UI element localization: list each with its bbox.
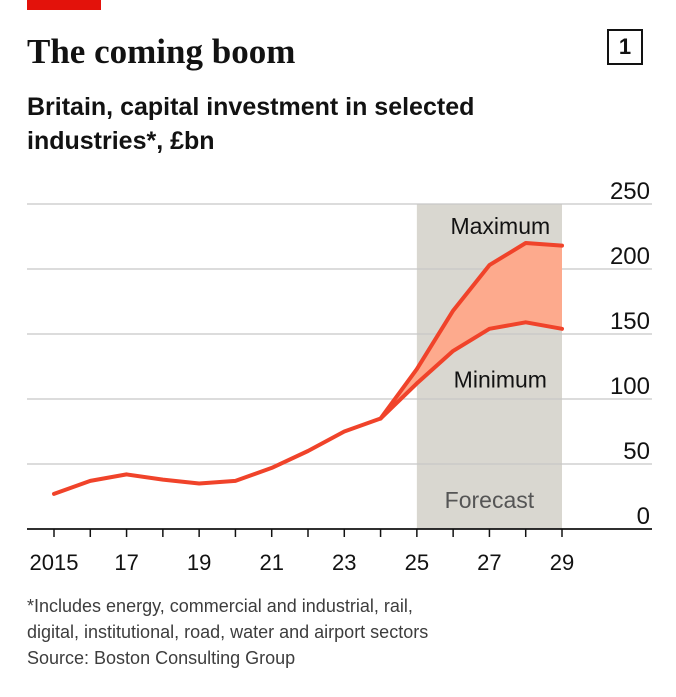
annotations: Maximum Minimum Forecast xyxy=(445,213,550,513)
y-axis-tick-labels: 0 50 100 150 200 250 xyxy=(610,178,650,530)
line-chart: 2015 17 19 21 23 25 27 29 0 50 100 150 200 250 Maxim… xyxy=(27,178,652,575)
accent-bar xyxy=(27,0,101,10)
y-tick-label-100: 100 xyxy=(610,373,650,400)
gridlines xyxy=(27,203,652,465)
x-tick-label-2025: 25 xyxy=(405,550,429,575)
x-tick-label-2027: 27 xyxy=(477,550,501,575)
x-tick-label-2021: 21 xyxy=(259,550,283,575)
y-tick-label-50: 50 xyxy=(623,438,650,465)
chart-number-badge: 1 xyxy=(607,29,643,65)
footnote-sectors: *Includes energy, commercial and industr… xyxy=(27,596,413,616)
chart-subtitle: Britain, capital investment in selected … xyxy=(27,93,475,155)
series-line-maximum xyxy=(378,241,564,421)
series-line-minimum xyxy=(378,320,564,421)
y-tick-label-250: 250 xyxy=(610,178,650,205)
x-tick-label-2017: 17 xyxy=(114,550,138,575)
source-note: Source: Boston Consulting Group xyxy=(27,648,296,668)
chart-title: The coming boom xyxy=(27,32,296,71)
footnote: *Includes energy, commercial and industr… xyxy=(27,593,647,671)
x-tick-label-2015: 2015 xyxy=(30,550,79,575)
x-tick-label-2019: 19 xyxy=(187,550,211,575)
annotation-minimum: Minimum xyxy=(454,366,547,392)
y-tick-label-0: 0 xyxy=(637,503,650,530)
annotation-maximum: Maximum xyxy=(450,213,550,239)
y-tick-label-200: 200 xyxy=(610,243,650,270)
series-lines xyxy=(52,241,564,496)
x-tick-label-2023: 23 xyxy=(332,550,356,575)
annotation-forecast: Forecast xyxy=(445,487,535,513)
x-axis-ticks: 2015 17 19 21 23 25 27 29 xyxy=(30,529,574,575)
x-tick-label-2029: 29 xyxy=(550,550,574,575)
y-tick-label-150: 150 xyxy=(610,308,650,335)
footnote-sectors-line2: digital, institutional, road, water and … xyxy=(27,622,429,642)
series-line-historical xyxy=(52,416,383,496)
